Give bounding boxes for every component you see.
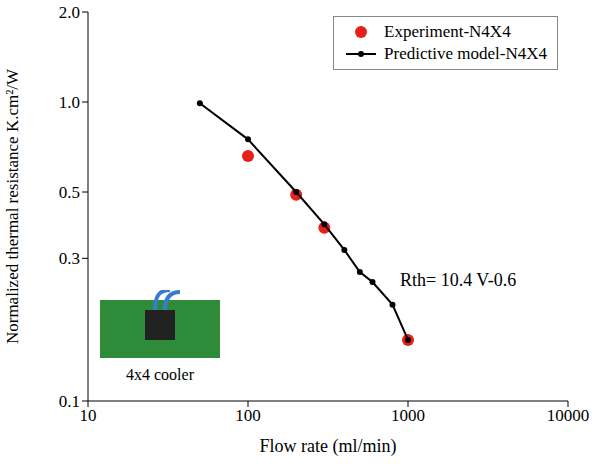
svg-text:0.1: 0.1 [59,392,80,411]
html-text:Rth= 10.4 V-0.6: Rth= 10.4 V-0.6 [400,270,517,290]
svg-text:100: 100 [235,406,261,425]
html-text:Predictive model-N4X4: Predictive model-N4X4 [384,44,547,63]
svg-text:1.0: 1.0 [59,93,80,112]
html-text:Experiment-N4X4: Experiment-N4X4 [384,22,511,41]
svg-text:2.0: 2.0 [59,3,80,22]
svg-text:1000: 1000 [391,406,425,425]
svg-text:Flow rate (ml/min): Flow rate (ml/min) [260,436,397,457]
svg-text:10000: 10000 [547,406,590,425]
svg-text:10: 10 [80,406,97,425]
html-text:4x4 cooler: 4x4 cooler [126,366,194,383]
svg-text:0.3: 0.3 [59,249,80,268]
svg-text:Normalized thermal resistance: Normalized thermal resistance K.cm²/W [3,68,22,344]
svg-text:0.5: 0.5 [59,183,80,202]
